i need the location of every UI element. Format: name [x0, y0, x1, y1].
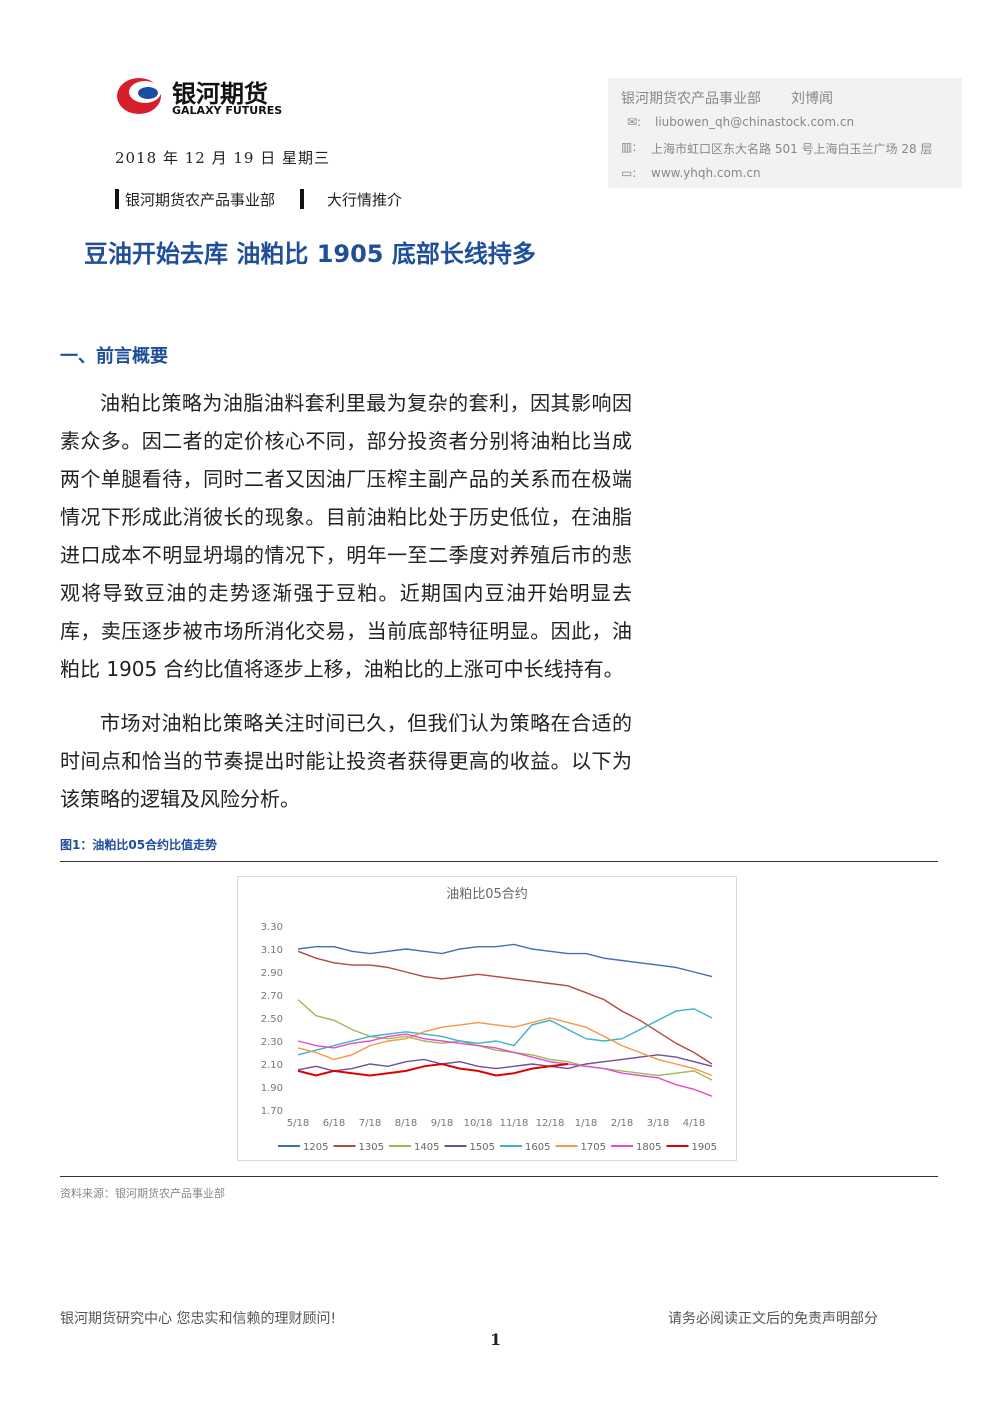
figure-caption: 图1：油粕比05合约比值走势: [60, 838, 218, 852]
x-tick-label: 6/18: [323, 1118, 345, 1129]
footer-right: 请务必阅读正文后的免责声明部分: [668, 1311, 878, 1327]
title: 豆油开始去库 油粕比 1905 底部长线持多: [84, 240, 536, 268]
address-icon: ▥:: [621, 140, 637, 154]
y-tick-label: 2.70: [261, 991, 283, 1002]
chart: 油粕比05合约 1.70 1.90 2.10 2.30 2.50 2.70 2.90 3.10…: [237, 876, 737, 1161]
y-tick-label: 1.70: [261, 1106, 283, 1117]
series-line: [297, 1062, 569, 1077]
legend-label: 1805: [636, 1142, 661, 1153]
contact-dept: 银河期货农产品事业部: [621, 91, 761, 107]
y-tick-label: 2.90: [261, 968, 283, 979]
legend-label: 1905: [692, 1142, 717, 1153]
legend-label: 1505: [470, 1142, 495, 1153]
x-tick-label: 2/18: [611, 1118, 633, 1129]
dept: 银河期货农产品事业部: [125, 191, 276, 209]
rule: [60, 1176, 938, 1177]
x-tick-label: 10/18: [464, 1118, 493, 1129]
web-icon: ▭:: [621, 166, 637, 180]
date: 2018 年 12 月 19 日 星期三: [115, 149, 330, 167]
legend-label: 1305: [359, 1142, 384, 1153]
x-tick-label: 11/18: [500, 1118, 529, 1129]
contact-box: [608, 78, 962, 188]
x-tick-label: 5/18: [287, 1118, 309, 1129]
x-tick-label: 8/18: [395, 1118, 417, 1129]
x-tick-label: 1/18: [575, 1118, 597, 1129]
y-tick-label: 2.10: [261, 1060, 283, 1071]
series-line: [297, 1017, 713, 1077]
series-line: [297, 950, 713, 1065]
series-line: [297, 943, 713, 978]
logo-cn: 银河期货: [172, 80, 268, 108]
x-tick-label: 3/18: [647, 1118, 669, 1129]
page-number: 1: [490, 1330, 502, 1349]
x-tick-label: 7/18: [359, 1118, 381, 1129]
bar: [115, 189, 119, 209]
logo-en: GALAXY FUTURES: [172, 104, 283, 117]
chart-frame: [237, 876, 737, 1161]
bar: [300, 189, 304, 209]
contact-email: liubowen_qh@chinastock.com.cn: [655, 115, 855, 129]
column: 大行情推介: [327, 191, 403, 209]
legend-label: 1605: [525, 1142, 550, 1153]
x-tick-label: 4/18: [683, 1118, 705, 1129]
footer-left: 银河期货研究中心 您忠实和信赖的理财顾问!: [60, 1311, 337, 1327]
paragraph: 市场对油粕比策略关注时间已久，但我们认为策略在合适的时间点和恰当的节奏提出时能让…: [60, 711, 632, 811]
y-tick-label: 1.90: [261, 1083, 283, 1094]
x-tick-label: 9/18: [431, 1118, 453, 1129]
section-heading: 一、前言概要: [60, 346, 168, 367]
x-tick-label: 12/18: [536, 1118, 565, 1129]
series-line: [297, 1008, 713, 1056]
contact-address: 上海市虹口区东大名路 501 号上海白玉兰广场 28 层: [651, 142, 933, 156]
y-tick-label: 3.30: [261, 922, 283, 933]
y-tick-label: 2.50: [261, 1014, 283, 1025]
paragraph: 油粕比策略为油脂油料套利里最为复杂的套利，因其影响因素众多。因二者的定价核心不同…: [60, 391, 632, 681]
logo-icon: [117, 78, 161, 114]
legend-label: 1705: [581, 1142, 606, 1153]
chart-title: 油粕比05合约: [446, 887, 528, 902]
contact-web: www.yhqh.com.cn: [651, 166, 761, 180]
source: 资料来源：银河期货农产品事业部: [60, 1187, 225, 1200]
legend-label: 1405: [414, 1142, 439, 1153]
y-tick-label: 2.30: [261, 1037, 283, 1048]
y-tick-label: 3.10: [261, 945, 283, 956]
series-line: [297, 1054, 713, 1072]
contact-author: 刘博闻: [791, 91, 833, 107]
series-line: [297, 999, 713, 1081]
series-line: [297, 1033, 713, 1097]
rule: [60, 861, 938, 862]
legend-label: 1205: [303, 1142, 328, 1153]
email-icon: ✉:: [627, 115, 642, 129]
